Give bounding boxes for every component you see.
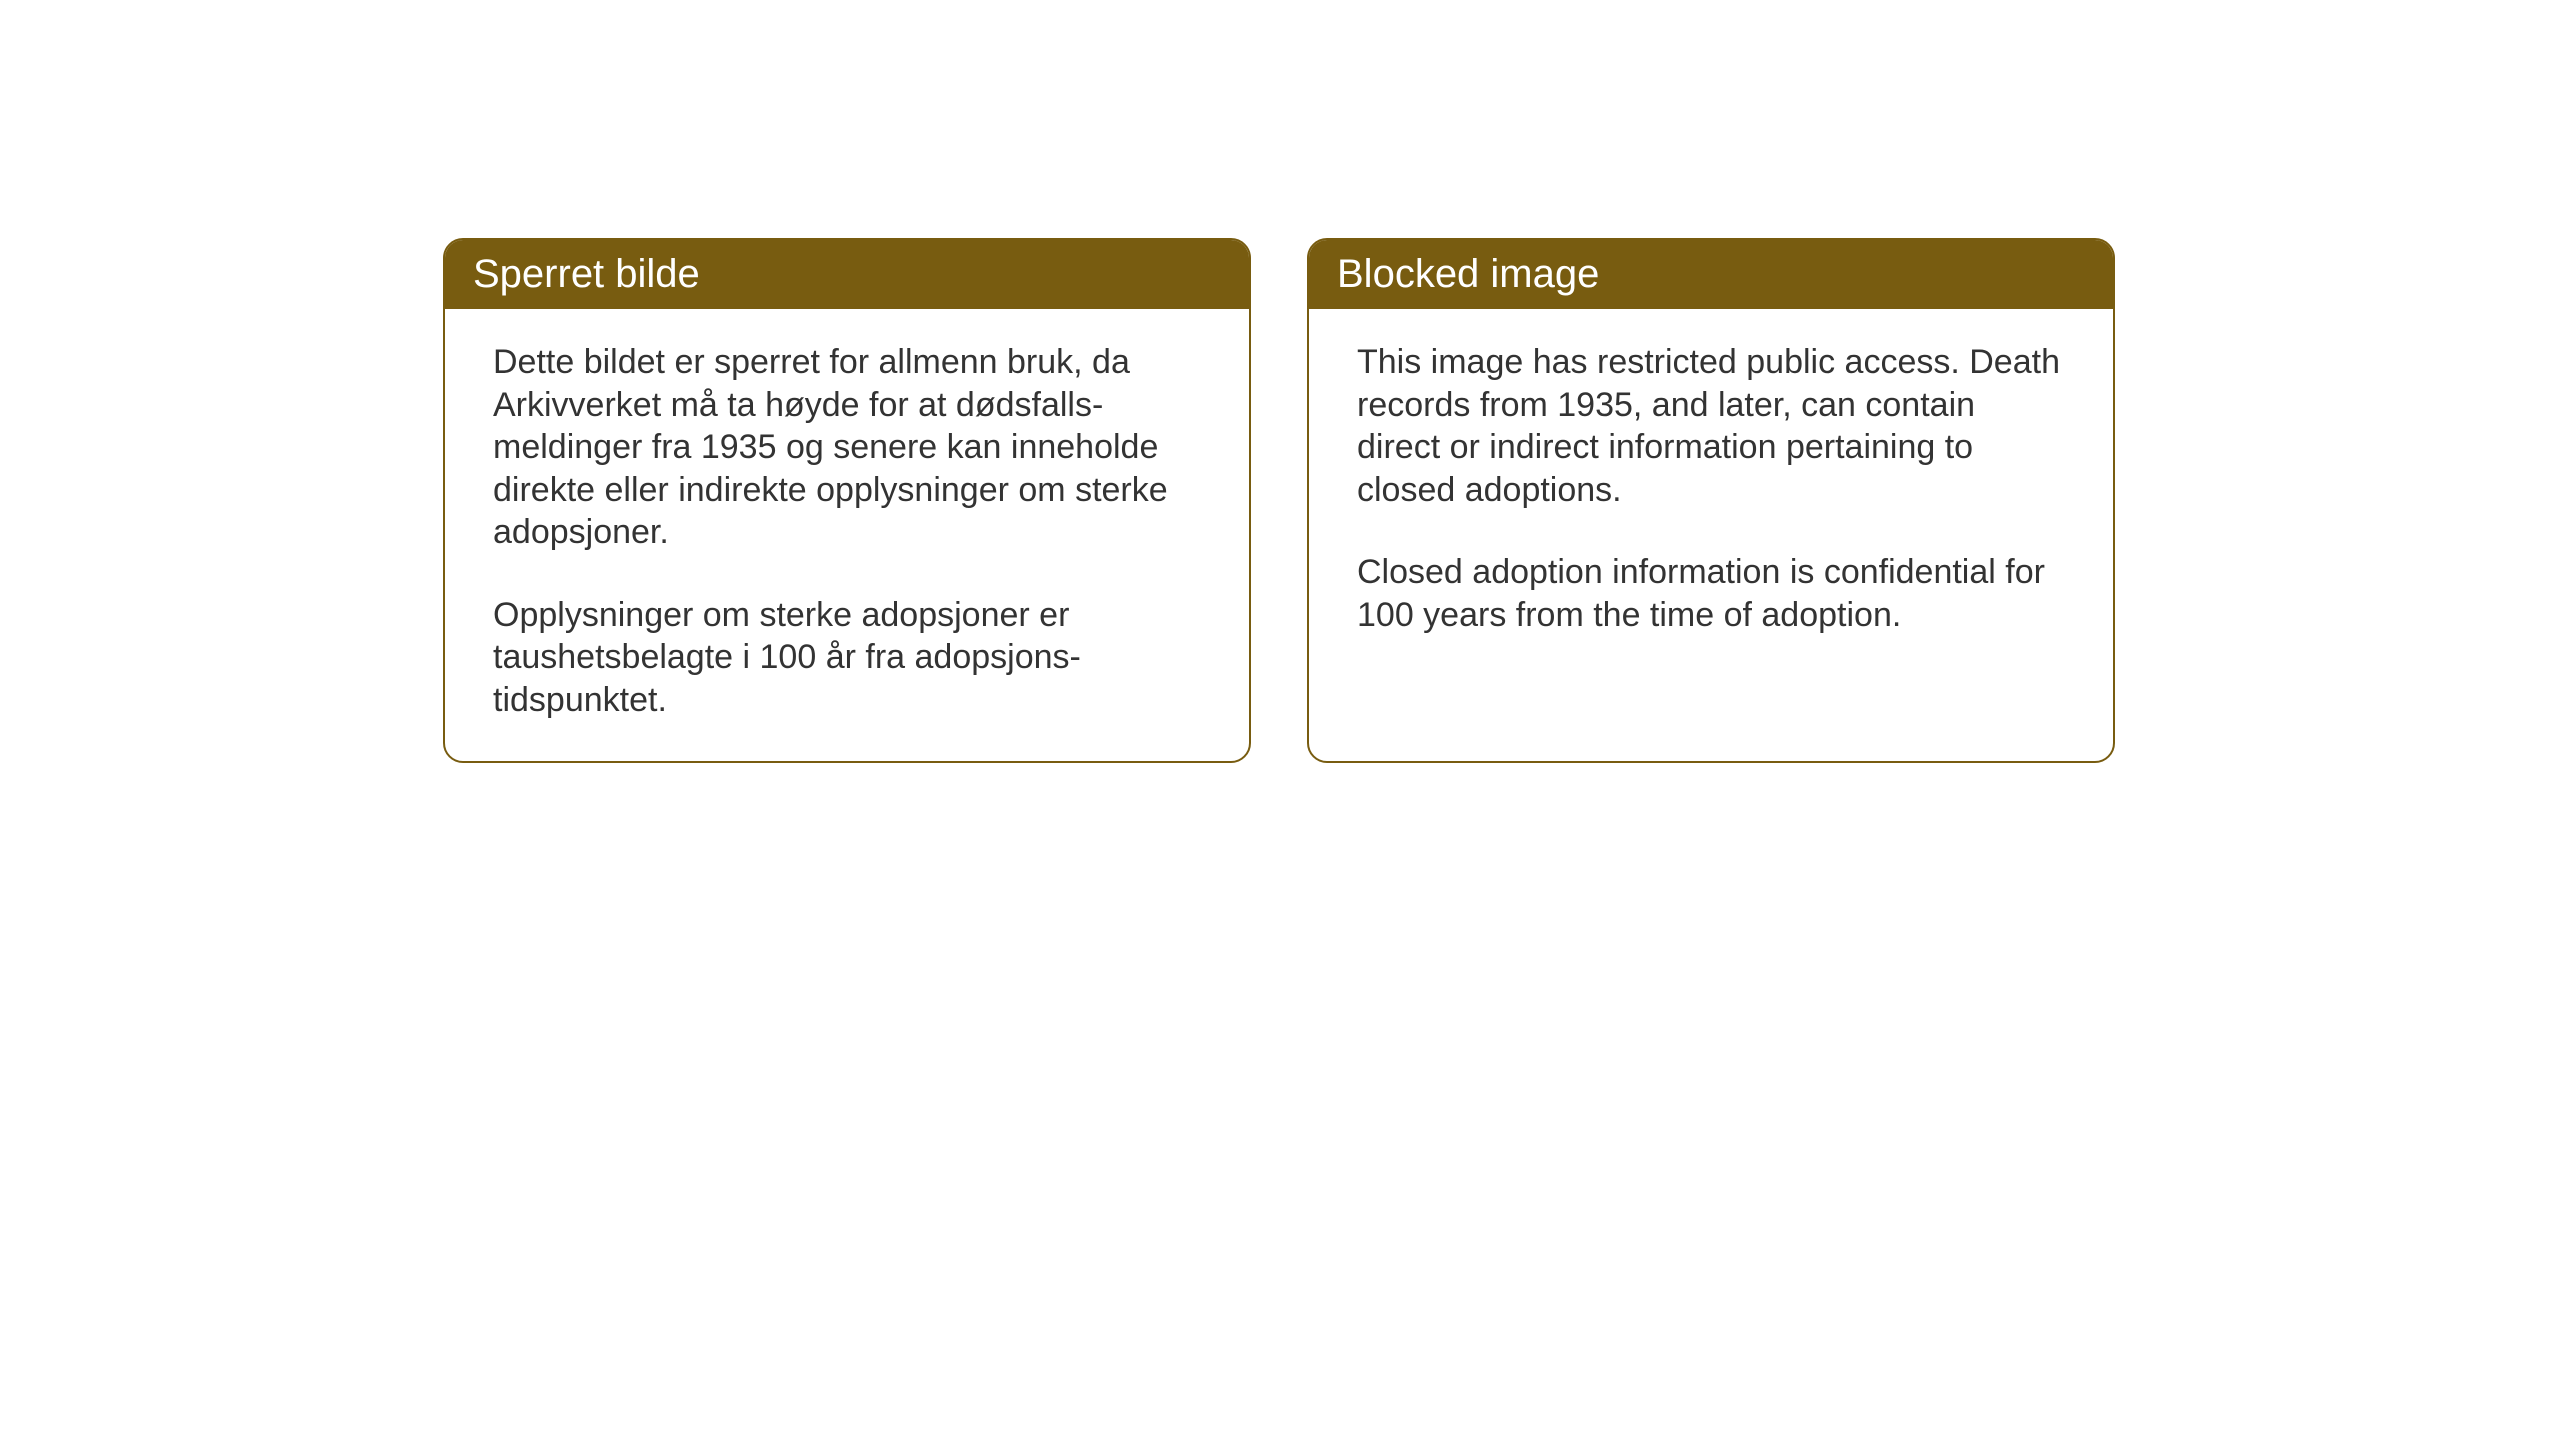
- norwegian-card-title: Sperret bilde: [445, 240, 1249, 309]
- english-card-body: This image has restricted public access.…: [1309, 309, 2113, 676]
- norwegian-card-body: Dette bildet er sperret for allmenn bruk…: [445, 309, 1249, 761]
- norwegian-notice-card: Sperret bilde Dette bildet er sperret fo…: [443, 238, 1251, 763]
- norwegian-paragraph-1: Dette bildet er sperret for allmenn bruk…: [493, 341, 1201, 554]
- norwegian-paragraph-2: Opplysninger om sterke adopsjoner er tau…: [493, 594, 1201, 722]
- notice-container: Sperret bilde Dette bildet er sperret fo…: [443, 238, 2115, 763]
- english-paragraph-1: This image has restricted public access.…: [1357, 341, 2065, 511]
- english-card-title: Blocked image: [1309, 240, 2113, 309]
- english-notice-card: Blocked image This image has restricted …: [1307, 238, 2115, 763]
- english-paragraph-2: Closed adoption information is confident…: [1357, 551, 2065, 636]
